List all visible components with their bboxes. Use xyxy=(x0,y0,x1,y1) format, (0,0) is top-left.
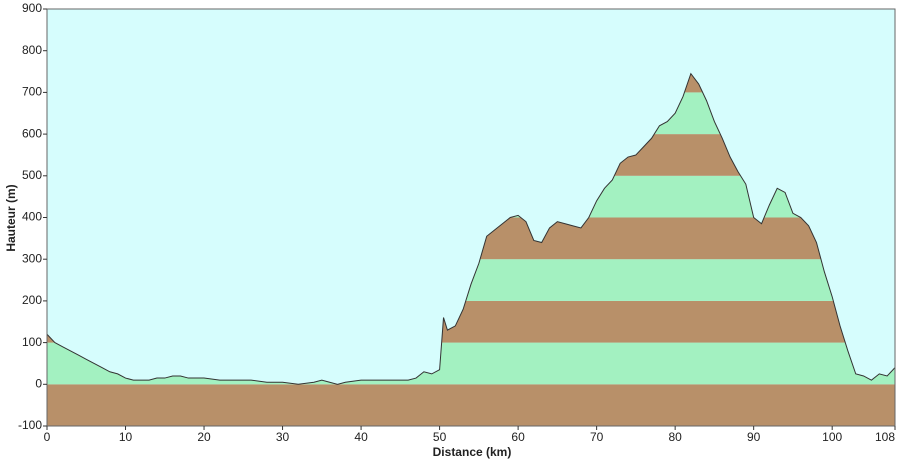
x-tick-label: 90 xyxy=(747,430,761,444)
x-tick-label: 0 xyxy=(44,430,51,444)
x-axis-title: Distance (km) xyxy=(433,445,512,459)
y-tick-label: 300 xyxy=(22,251,42,265)
y-tick-label: 0 xyxy=(35,376,42,390)
y-tick-label: 600 xyxy=(22,126,42,140)
x-tick-label: 40 xyxy=(354,430,368,444)
x-tick-label: 30 xyxy=(276,430,290,444)
x-tick-label: 50 xyxy=(433,430,447,444)
elevation-band xyxy=(47,384,895,426)
x-tick-label: 80 xyxy=(668,430,682,444)
y-tick-label: 200 xyxy=(22,293,42,307)
y-tick-label: 800 xyxy=(22,43,42,57)
y-tick-label: -100 xyxy=(18,418,42,432)
y-tick-label: 700 xyxy=(22,85,42,99)
x-tick-label: 100 xyxy=(822,430,842,444)
y-tick-label: 400 xyxy=(22,210,42,224)
x-tick-label: 108 xyxy=(875,430,895,444)
y-tick-label: 100 xyxy=(22,335,42,349)
y-axis-title: Hauteur (m) xyxy=(4,184,18,251)
x-tick-label: 70 xyxy=(590,430,604,444)
y-tick-label: 500 xyxy=(22,168,42,182)
x-tick-label: 10 xyxy=(119,430,133,444)
x-tick-label: 60 xyxy=(511,430,525,444)
y-tick-label: 900 xyxy=(22,1,42,15)
x-tick-label: 20 xyxy=(197,430,211,444)
profile-line xyxy=(46,72,896,385)
